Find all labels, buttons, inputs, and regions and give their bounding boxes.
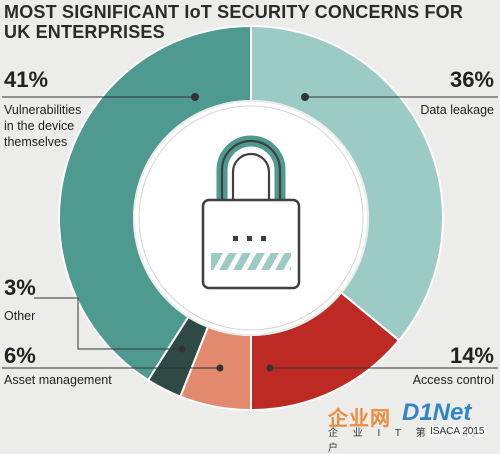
padlock-icon [201,135,301,290]
watermark-net: D1Net [402,399,472,426]
vulnerabilities-percent: 41% [4,67,49,92]
data-leakage-percent: 36% [449,67,494,92]
asset-management-percent: 6% [4,343,36,368]
donut-chart [2,24,498,412]
vulnerabilities-label-line1: Vulnerabilities [4,103,82,117]
chart-title: MOST SIGNIFICANT IoT SECURITY CONCERNS F… [4,2,464,42]
asset-management-label: Asset management [4,373,112,387]
access-control-label: Access control [412,373,494,387]
donut-inner-outline [138,105,364,331]
watermark-logo: 企业网 D1Net 企 业 I T 第 一 门 户 ISACA 2015 [328,399,498,454]
vulnerabilities-label-line2: in the device [4,119,75,133]
vulnerabilities-label: Vulnerabilities in the device themselves [4,102,81,150]
other-label: Other [4,309,36,323]
leader-lines [2,93,498,372]
other-percent: 3% [4,275,36,300]
access-control-percent: 14% [449,343,494,368]
data-leakage-label: Data leakage [420,103,494,117]
donut-slices [58,24,444,412]
watermark-isaca: ISACA 2015 [428,426,487,437]
vulnerabilities-label-line3: themselves [4,135,68,149]
watermark-main: 企业网 [328,408,391,430]
